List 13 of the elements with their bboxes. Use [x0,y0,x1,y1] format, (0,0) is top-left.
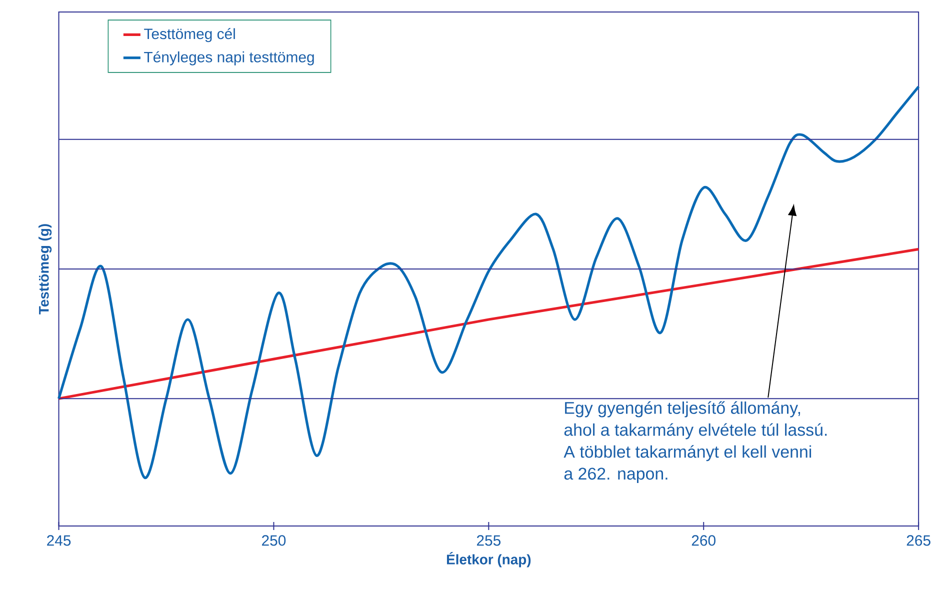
annotation: Egy gyengén teljesítő állomány, [565,401,800,418]
x-tick-label: 255 [476,535,501,546]
x-tick-label: 265 [906,535,930,546]
x-tick-label: 260 [692,535,716,546]
legend-label: Testtömeg cél [144,28,235,42]
y-axis-title: Testtömeg (g) [38,224,52,315]
annotation: ahol a takarmány elvétele túl lassú. [564,423,827,440]
x-axis-title: Életkor (nap) [446,552,531,568]
annotation: a 262. napon. [564,468,668,484]
x-tick-label: 250 [262,535,286,546]
legend-label: Tényleges napi testtömeg [144,51,314,66]
annotation: A többlet takarmányt el kell venni [564,445,812,462]
x-tick-label: 245 [47,535,71,546]
